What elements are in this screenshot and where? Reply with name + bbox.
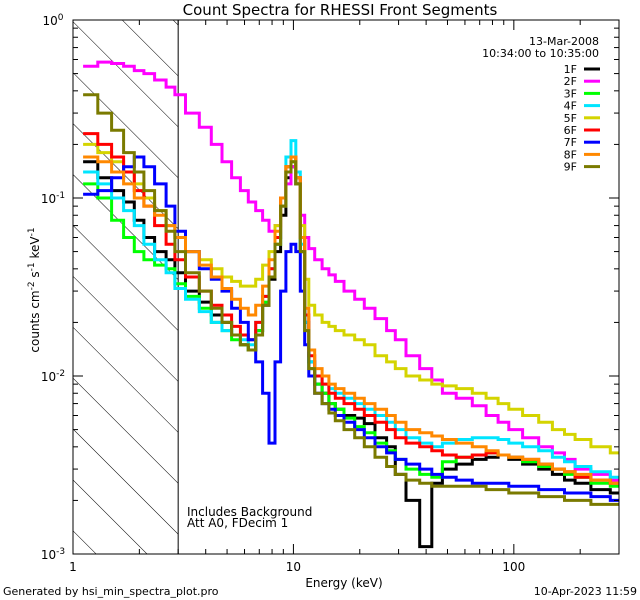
- legend-label-4F: 4F: [564, 100, 577, 113]
- footer-timestamp: 10-Apr-2023 11:59: [534, 585, 637, 598]
- legend-label-8F: 8F: [564, 148, 577, 161]
- series-2F-line: [83, 60, 619, 482]
- annotation-background: Includes Background: [187, 505, 312, 519]
- y-label-exp2: -1: [27, 262, 37, 271]
- background-hatched-region: [73, 20, 179, 554]
- y-label-mid: s: [28, 271, 42, 281]
- y-tick-label: 100: [42, 13, 63, 28]
- y-label-base: counts cm: [28, 290, 42, 352]
- ticks-layer: 1 10 100 100 10-1 10-2 10-3: [41, 13, 620, 574]
- legend-label-3F: 3F: [564, 87, 577, 100]
- x-axis-label: Energy (keV): [305, 576, 382, 590]
- legend-label-6F: 6F: [564, 124, 577, 137]
- legend-label-5F: 5F: [564, 112, 577, 125]
- legend-label-1F: 1F: [564, 63, 577, 76]
- series-layer: [83, 60, 619, 549]
- y-tick-label: 10-2: [41, 369, 65, 384]
- y-label-exp3: -1: [27, 227, 37, 236]
- y-axis-label: counts cm-2 s-1 keV-1: [27, 227, 42, 352]
- legend-label-7F: 7F: [564, 136, 577, 149]
- x-tick-label: 1: [69, 560, 77, 574]
- annotation-attenuator: Att A0, FDecim 1: [187, 516, 288, 530]
- legend-label-9F: 9F: [564, 161, 577, 174]
- footer-generated-by: Generated by hsi_min_spectra_plot.pro: [3, 585, 219, 598]
- legend-label-2F: 2F: [564, 75, 577, 88]
- series-9F-line: [83, 93, 619, 506]
- y-label-tail: keV: [28, 236, 42, 263]
- chart-title: Count Spectra for RHESSI Front Segments: [183, 1, 498, 19]
- y-tick-label: 10-1: [41, 191, 65, 206]
- plot-frame: [72, 19, 620, 555]
- series-8F-line: [83, 155, 619, 485]
- x-tick-label: 100: [502, 560, 525, 574]
- series-7F-line: [83, 155, 619, 502]
- y-label-exp1: -2: [27, 281, 37, 290]
- y-tick-label: 10-3: [41, 547, 65, 562]
- date-label: 13-Mar-2008: [529, 35, 599, 48]
- time-range-label: 10:34:00 to 10:35:00: [482, 47, 599, 60]
- x-tick-label: 10: [286, 560, 301, 574]
